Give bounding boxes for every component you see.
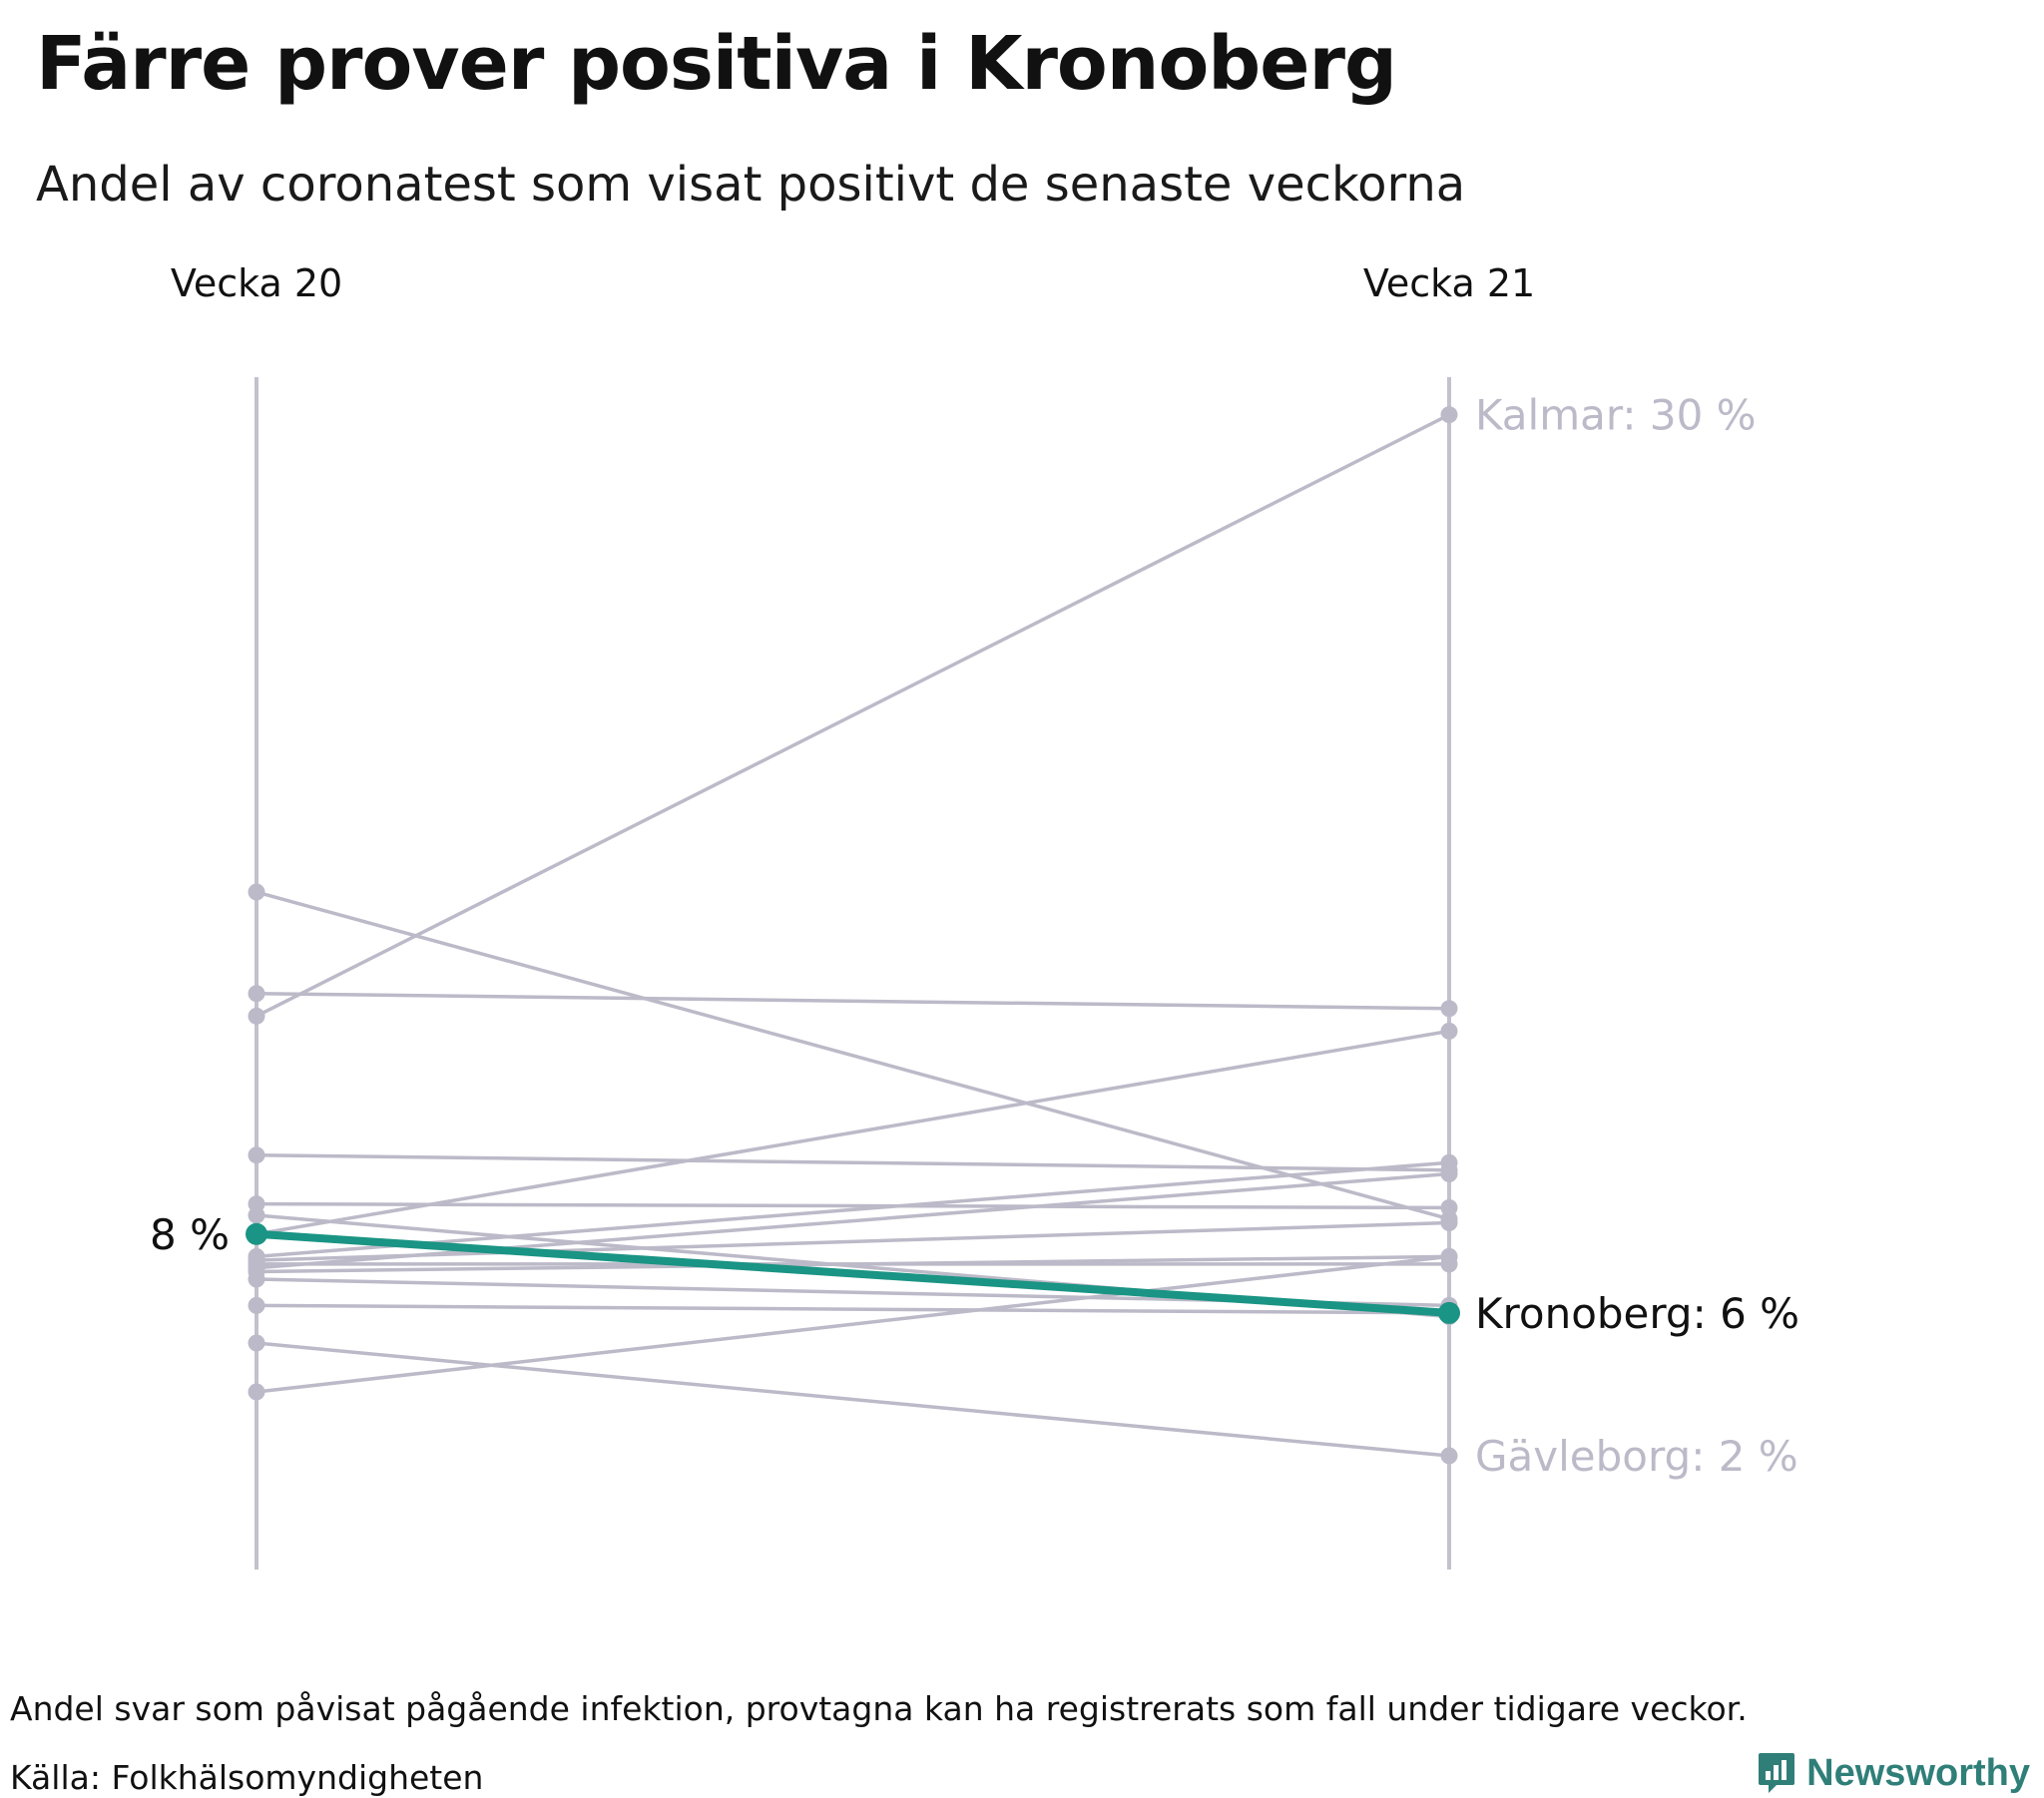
point-vecka-20 [248, 1270, 265, 1288]
gavleborg-end-label: Gävleborg: 2 % [1475, 1432, 1798, 1481]
point-vecka-21 [1440, 1000, 1458, 1018]
chart-source: Källa: Folkhälsomyndigheten [10, 1758, 484, 1797]
kalmar-end-label: Kalmar: 30 % [1475, 391, 1757, 440]
point-vecka-21 [1440, 1214, 1458, 1231]
point-vecka-21 [1440, 1247, 1458, 1265]
highlight-layer [246, 1222, 1460, 1324]
brand-name: Newsworthy [1806, 1751, 2030, 1794]
point-vecka-21 [1440, 1447, 1458, 1465]
point-vecka-20 [248, 985, 265, 1003]
series-line [256, 413, 1450, 1018]
point-vecka-20 [248, 1334, 265, 1352]
chart-footnote: Andel svar som påvisat pågående infektio… [10, 1689, 1748, 1728]
series-line [256, 1029, 1450, 1236]
kronoberg-line [253, 1229, 1453, 1317]
point-vecka-20 [248, 1383, 265, 1401]
newsworthy-logo-icon [1759, 1753, 1795, 1793]
kronoberg-point-vecka-20 [246, 1222, 267, 1245]
series-line [256, 1303, 1450, 1315]
labels-layer: Kalmar: 30 % Gävleborg: 2 % 8 % Kronober… [150, 391, 1799, 1481]
x-label-vecka-21: Vecka 21 [1363, 261, 1535, 305]
series-line [256, 1254, 1450, 1394]
point-vecka-21 [1440, 1198, 1458, 1216]
point-vecka-20 [248, 883, 265, 901]
point-vecka-21 [1440, 1165, 1458, 1183]
series-line [256, 1201, 1450, 1210]
point-vecka-20 [248, 1007, 265, 1025]
series-layer [248, 406, 1458, 1465]
series-line [256, 1220, 1450, 1262]
point-vecka-21 [1440, 1022, 1458, 1040]
series-line [256, 1152, 1450, 1172]
brand-logo[interactable]: Newsworthy [1757, 1751, 2030, 1795]
series-line [256, 890, 1450, 1221]
x-label-vecka-20: Vecka 20 [171, 261, 342, 305]
series-line [256, 1341, 1450, 1458]
kronoberg-start-label: 8 % [150, 1210, 230, 1259]
kronoberg-end-label: Kronoberg: 6 % [1475, 1289, 1799, 1338]
point-vecka-20 [248, 1296, 265, 1314]
chart-title: Färre prover positiva i Kronoberg [36, 21, 1397, 107]
point-vecka-21 [1440, 406, 1458, 424]
kronoberg-point-vecka-21 [1438, 1301, 1460, 1324]
chart-subtitle: Andel av coronatest som visat positivt d… [36, 157, 1466, 213]
series-line [256, 991, 1450, 1011]
point-vecka-20 [248, 1206, 265, 1224]
series-line [256, 1171, 1450, 1270]
series-line [256, 1254, 1450, 1274]
axes-layer: Vecka 20 Vecka 21 [171, 261, 1535, 1570]
series-line [256, 1160, 1450, 1259]
point-vecka-20 [248, 1146, 265, 1164]
